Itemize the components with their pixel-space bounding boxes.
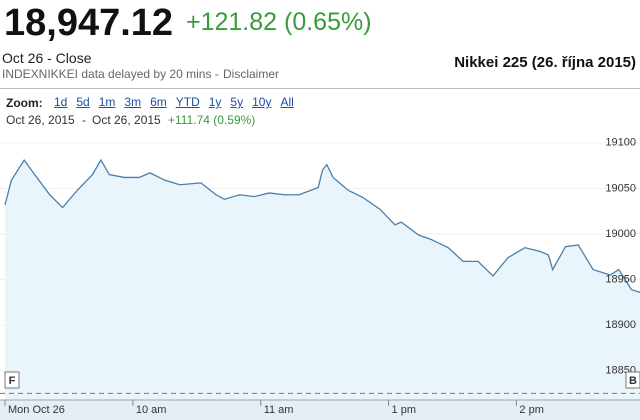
zoom-bar [0,88,640,131]
zoom-option[interactable]: 1d [54,95,68,109]
y-tick-label: 19100 [605,137,636,149]
zoom-option[interactable]: 5y [230,95,244,109]
range-from[interactable]: Oct 26, 2015 [6,113,75,127]
flag-label: B [629,375,637,387]
title: Nikkei 225 (26. října 2015) [454,54,636,71]
zoom-option[interactable]: 1y [208,95,222,109]
x-tick-label: 1 pm [392,404,416,416]
zoom-option[interactable]: YTD [175,95,200,109]
disclaimer-link[interactable]: Disclaimer [223,67,280,81]
range-separator: - [82,113,86,127]
date-label: Oct 26 - Close [2,50,92,66]
zoom-option[interactable]: 6m [150,95,167,109]
line [4,158,640,293]
price: 18,947.12 [4,2,174,44]
range-to[interactable]: Oct 26, 2015 [92,113,161,127]
area [5,160,640,400]
range-change: +111.74 (0.59%) [168,113,256,127]
x-tick-label: 11 am [264,404,294,416]
flag-box [625,371,640,389]
x-tick-label: Mon Oct 26 [8,404,65,416]
flag-box [4,371,20,389]
y-tick-label: 18900 [605,319,636,331]
price-change: +121.82 (0.65%) [186,8,372,36]
x-tick-label: 2 pm [519,404,543,416]
x-axis-strip [0,400,640,420]
zoom-option[interactable]: 5d [76,95,90,109]
zoom-option[interactable]: 1m [98,95,116,109]
zoom-option[interactable]: All [280,95,294,109]
zoom-option[interactable]: 3m [124,95,142,109]
y-tick-label: 19050 [605,182,636,194]
flag-label: F [9,375,16,387]
zoom-option[interactable]: 10y [252,95,272,109]
zoom-label: Zoom: [6,96,43,110]
x-tick-label: 10 am [136,404,167,416]
y-tick-label: 19000 [605,228,636,240]
source-note: INDEXNIKKEI data delayed by 20 mins - [2,67,219,81]
y-tick-label: 18950 [605,274,636,286]
